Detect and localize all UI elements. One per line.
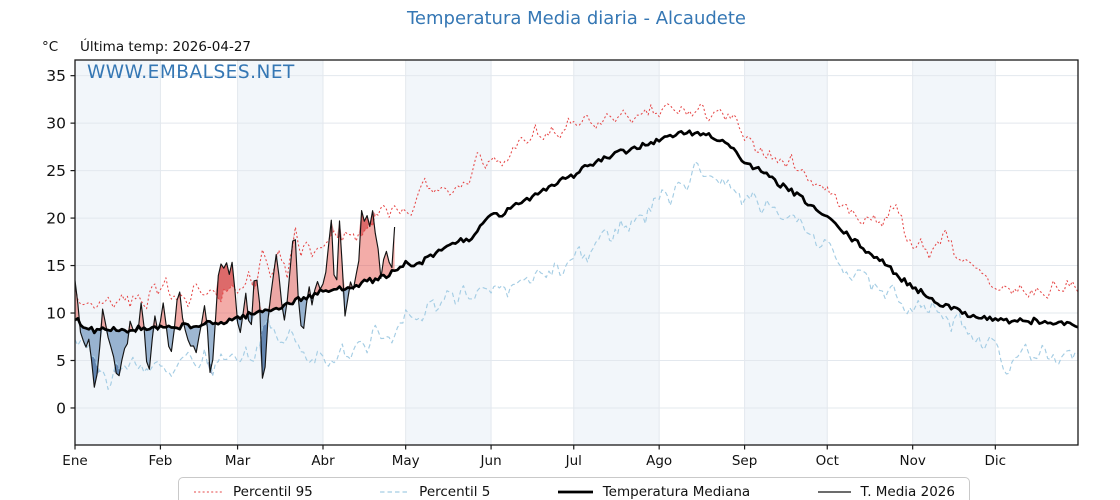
y-tick-label: 10	[46, 305, 66, 323]
x-tick-label: Ago	[646, 453, 672, 469]
x-tick-label: Feb	[148, 453, 172, 469]
percentil-5-line-sample	[380, 491, 410, 493]
t-media-2026-line-sample	[817, 491, 851, 493]
legend-label: Temperatura Mediana	[602, 484, 751, 500]
x-tick-label: Ene	[62, 453, 87, 469]
x-tick-label: Jul	[565, 453, 582, 469]
legend-label: Percentil 95	[233, 484, 313, 500]
gridlines	[74, 60, 1078, 445]
legend-label: T. Media 2026	[860, 484, 955, 500]
legend-item-t-media-2026: T. Media 2026	[817, 484, 955, 500]
axes: 0 5 10 15 20 25 30 35 Ene Feb Mar Abr May Jun Jul Ago Se…	[46, 59, 1079, 469]
last-temp-label: Última temp: 2026-04-27	[80, 39, 252, 55]
x-tick-label: May	[392, 453, 420, 469]
legend-box: Percentil 95 Percentil 5 Temperatura Med…	[178, 477, 970, 500]
x-tick-label: Mar	[225, 453, 251, 469]
y-tick-label: 0	[56, 399, 66, 417]
percentil-95-line-sample	[194, 491, 223, 493]
y-tick-label: 35	[46, 67, 66, 85]
y-tick-label: 15	[46, 257, 66, 275]
y-tick-label: 5	[56, 352, 66, 370]
temperatura-mediana-line	[74, 129, 1079, 335]
percentil-95-line	[74, 103, 1079, 310]
legend-item-mediana: Temperatura Mediana	[557, 484, 750, 500]
percentil-5-line	[74, 161, 1079, 390]
month-bands	[75, 60, 996, 445]
legend-item-percentil-5: Percentil 5	[379, 484, 490, 500]
x-tick-label: Sep	[732, 453, 757, 469]
x-tick-label: Oct	[816, 453, 839, 469]
x-tick-label: Nov	[899, 453, 925, 469]
t-media-2026-line	[74, 210, 396, 388]
y-tick-label: 25	[46, 162, 66, 180]
embalses-watermark: WWW.EMBALSES.NET	[87, 62, 295, 83]
mediana-line-sample	[557, 490, 593, 494]
y-axis-unit-label: °C	[42, 39, 59, 55]
legend-item-percentil-95: Percentil 95	[193, 484, 313, 500]
y-tick-label: 30	[46, 115, 66, 133]
x-tick-label: Abr	[311, 453, 335, 469]
chart-title: Temperatura Media diaria - Alcaudete	[407, 8, 746, 29]
x-tick-label: Dic	[985, 453, 1007, 469]
y-tick-label: 20	[46, 210, 66, 228]
legend-label: Percentil 5	[419, 484, 491, 500]
x-tick-label: Jun	[480, 453, 502, 469]
